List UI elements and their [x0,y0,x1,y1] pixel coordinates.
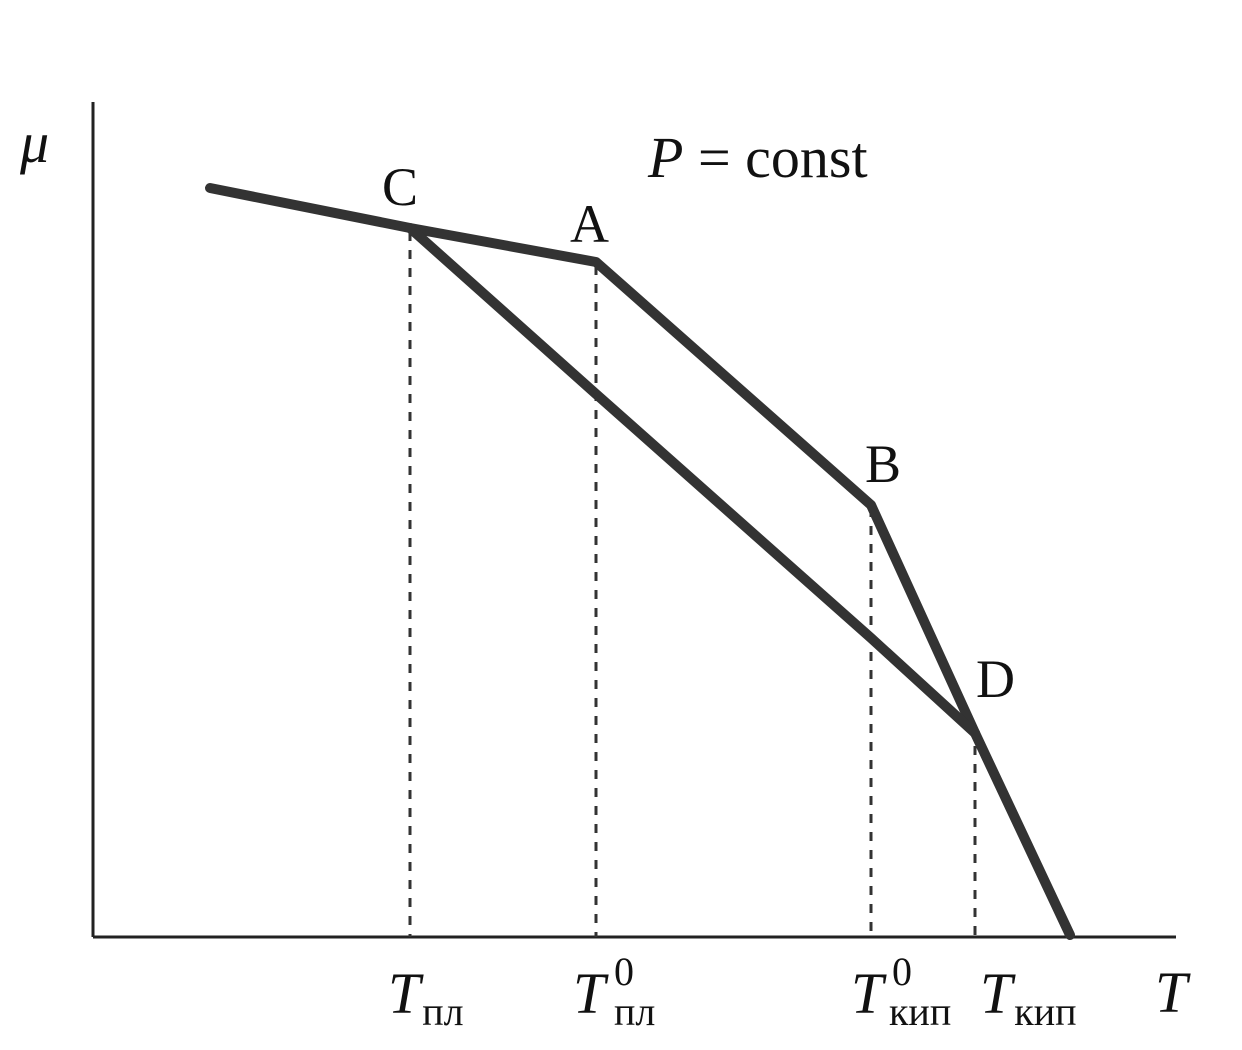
curve-upper-branch [205,183,1075,940]
point-label-a: A [570,194,609,254]
tick-label-t-boil-0: T [851,961,887,1026]
point-label-d: D [976,649,1015,709]
tick-label-t-boil: Tкип [980,961,1077,1034]
tick-label-t-melt-0-sup: 0 [614,949,634,994]
tick-label-t-melt-0: T [573,961,609,1026]
tick-label-t-melt: Tпл [388,961,464,1034]
condition-variable: P [647,125,683,190]
curve-lower-branch [405,223,980,738]
tick-label-t-boil-0-sub: кип [889,989,951,1034]
condition-value: const [745,125,867,190]
condition-operator: = [683,125,745,190]
x-axis-label: T [1155,960,1191,1025]
condition-label: P = const [647,125,868,190]
tick-label-t-boil-0-sup: 0 [892,949,912,994]
y-axis-label: μ [19,110,49,175]
tick-label-t-melt-0-sub: пл [614,989,655,1034]
point-label-b: B [865,434,901,494]
point-label-c: C [382,157,418,217]
